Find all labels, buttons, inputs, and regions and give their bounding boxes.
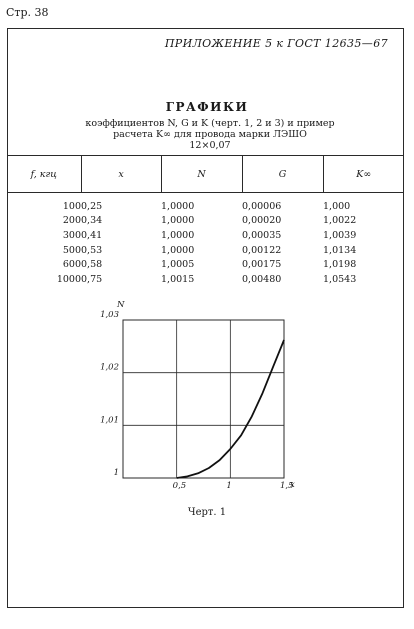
- cell-g: 0,00480: [242, 273, 282, 285]
- cell-frequency: 1000: [56, 273, 81, 285]
- cell-frequency: 100: [62, 200, 81, 212]
- x-tick-label: 1,5: [280, 481, 294, 491]
- cell-x: 0,75: [81, 273, 103, 285]
- table-row: 1000 0,75 1,0015 0,00480 1,0543: [7, 272, 404, 287]
- cell-n: 1,0005: [161, 259, 195, 271]
- cell-k-infinity: 1,0022: [323, 215, 357, 227]
- cell-x: 0,25: [81, 200, 103, 212]
- subtitle-line-3: 12×0,07: [189, 140, 231, 151]
- cell-n: 1,0000: [161, 229, 195, 241]
- cell-k-infinity: 1,000: [323, 200, 351, 212]
- header-frequency: f, кгц: [7, 155, 81, 193]
- y-tick-label: 1: [114, 468, 119, 478]
- x-tick-label: 0,5: [173, 481, 187, 491]
- cell-n: 1,0000: [161, 215, 195, 227]
- cell-g: 0,00175: [242, 259, 282, 271]
- header-n: N: [160, 155, 242, 193]
- y-tick-label: 1,02: [100, 363, 119, 373]
- cell-n: 1,0000: [161, 200, 195, 212]
- coefficient-table: f, кгц x N G K∞ 100 0,25 1,0000 0,00006 …: [7, 155, 404, 287]
- cell-g: 0,00035: [242, 229, 282, 241]
- cell-x: 0,58: [81, 259, 103, 271]
- cell-g: 0,00020: [242, 215, 282, 227]
- header-x: x: [80, 155, 161, 193]
- table-row: 200 0,34 1,0000 0,00020 1,0022: [7, 214, 404, 229]
- y-tick-label: 1,03: [100, 310, 119, 320]
- chart-grid: [123, 320, 284, 478]
- cell-k-infinity: 1,0039: [323, 229, 357, 241]
- subtitle-line-1: коэффициентов N, G и K (черт. 1, 2 и 3) …: [85, 118, 335, 129]
- table-row: 600 0,58 1,0005 0,00175 1,0198: [7, 257, 404, 272]
- series-line: [176, 339, 285, 479]
- page-number: Стр. 38: [6, 6, 49, 19]
- section-subtitle: коэффициентов N, G и K (черт. 1, 2 и 3) …: [60, 118, 360, 151]
- table-row: 500 0,53 1,0000 0,00122 1,0134: [7, 243, 404, 258]
- cell-frequency: 200: [62, 215, 81, 227]
- cell-n: 1,0015: [161, 273, 195, 285]
- appendix-heading: ПРИЛОЖЕНИЕ 5 к ГОСТ 12635—67: [164, 37, 388, 50]
- page-frame: [7, 28, 404, 608]
- cell-x: 0,53: [81, 244, 103, 256]
- chart-y-ticks: 1 1,01 1,02 1,03: [100, 310, 119, 478]
- cell-frequency: 600: [62, 259, 81, 271]
- figure-caption: Черт. 1: [187, 507, 227, 518]
- y-tick-label: 1,01: [100, 415, 119, 425]
- table-row: 100 0,25 1,0000 0,00006 1,000: [7, 193, 404, 214]
- subtitle-line-2: расчета K∞ для провода марки ЛЭШО: [113, 129, 307, 140]
- cell-n: 1,0000: [161, 244, 195, 256]
- cell-k-infinity: 1,0198: [323, 259, 357, 271]
- chart-series-group: [176, 339, 285, 479]
- cell-k-infinity: 1,0543: [323, 273, 357, 285]
- cell-k-infinity: 1,0134: [323, 244, 357, 256]
- cell-frequency: 500: [62, 244, 81, 256]
- cell-frequency: 300: [62, 229, 81, 241]
- x-axis-label: x: [290, 480, 295, 490]
- cell-x: 0,41: [81, 229, 103, 241]
- cell-g: 0,00122: [242, 244, 282, 256]
- cell-g: 0,00006: [242, 200, 282, 212]
- section-title: ГРАФИКИ: [165, 100, 249, 114]
- chart-x-ticks: 0,5 1 1,5: [173, 481, 294, 491]
- table-header-row: f, кгц x N G K∞: [7, 155, 404, 193]
- header-k-infinity: K∞: [322, 155, 404, 193]
- chart-frame: [122, 319, 285, 479]
- header-g: G: [241, 155, 323, 193]
- table-row: 300 0,41 1,0000 0,00035 1,0039: [7, 228, 404, 243]
- cell-x: 0,34: [81, 215, 103, 227]
- x-tick-label: 1: [226, 481, 231, 491]
- y-axis-label: N: [116, 300, 125, 310]
